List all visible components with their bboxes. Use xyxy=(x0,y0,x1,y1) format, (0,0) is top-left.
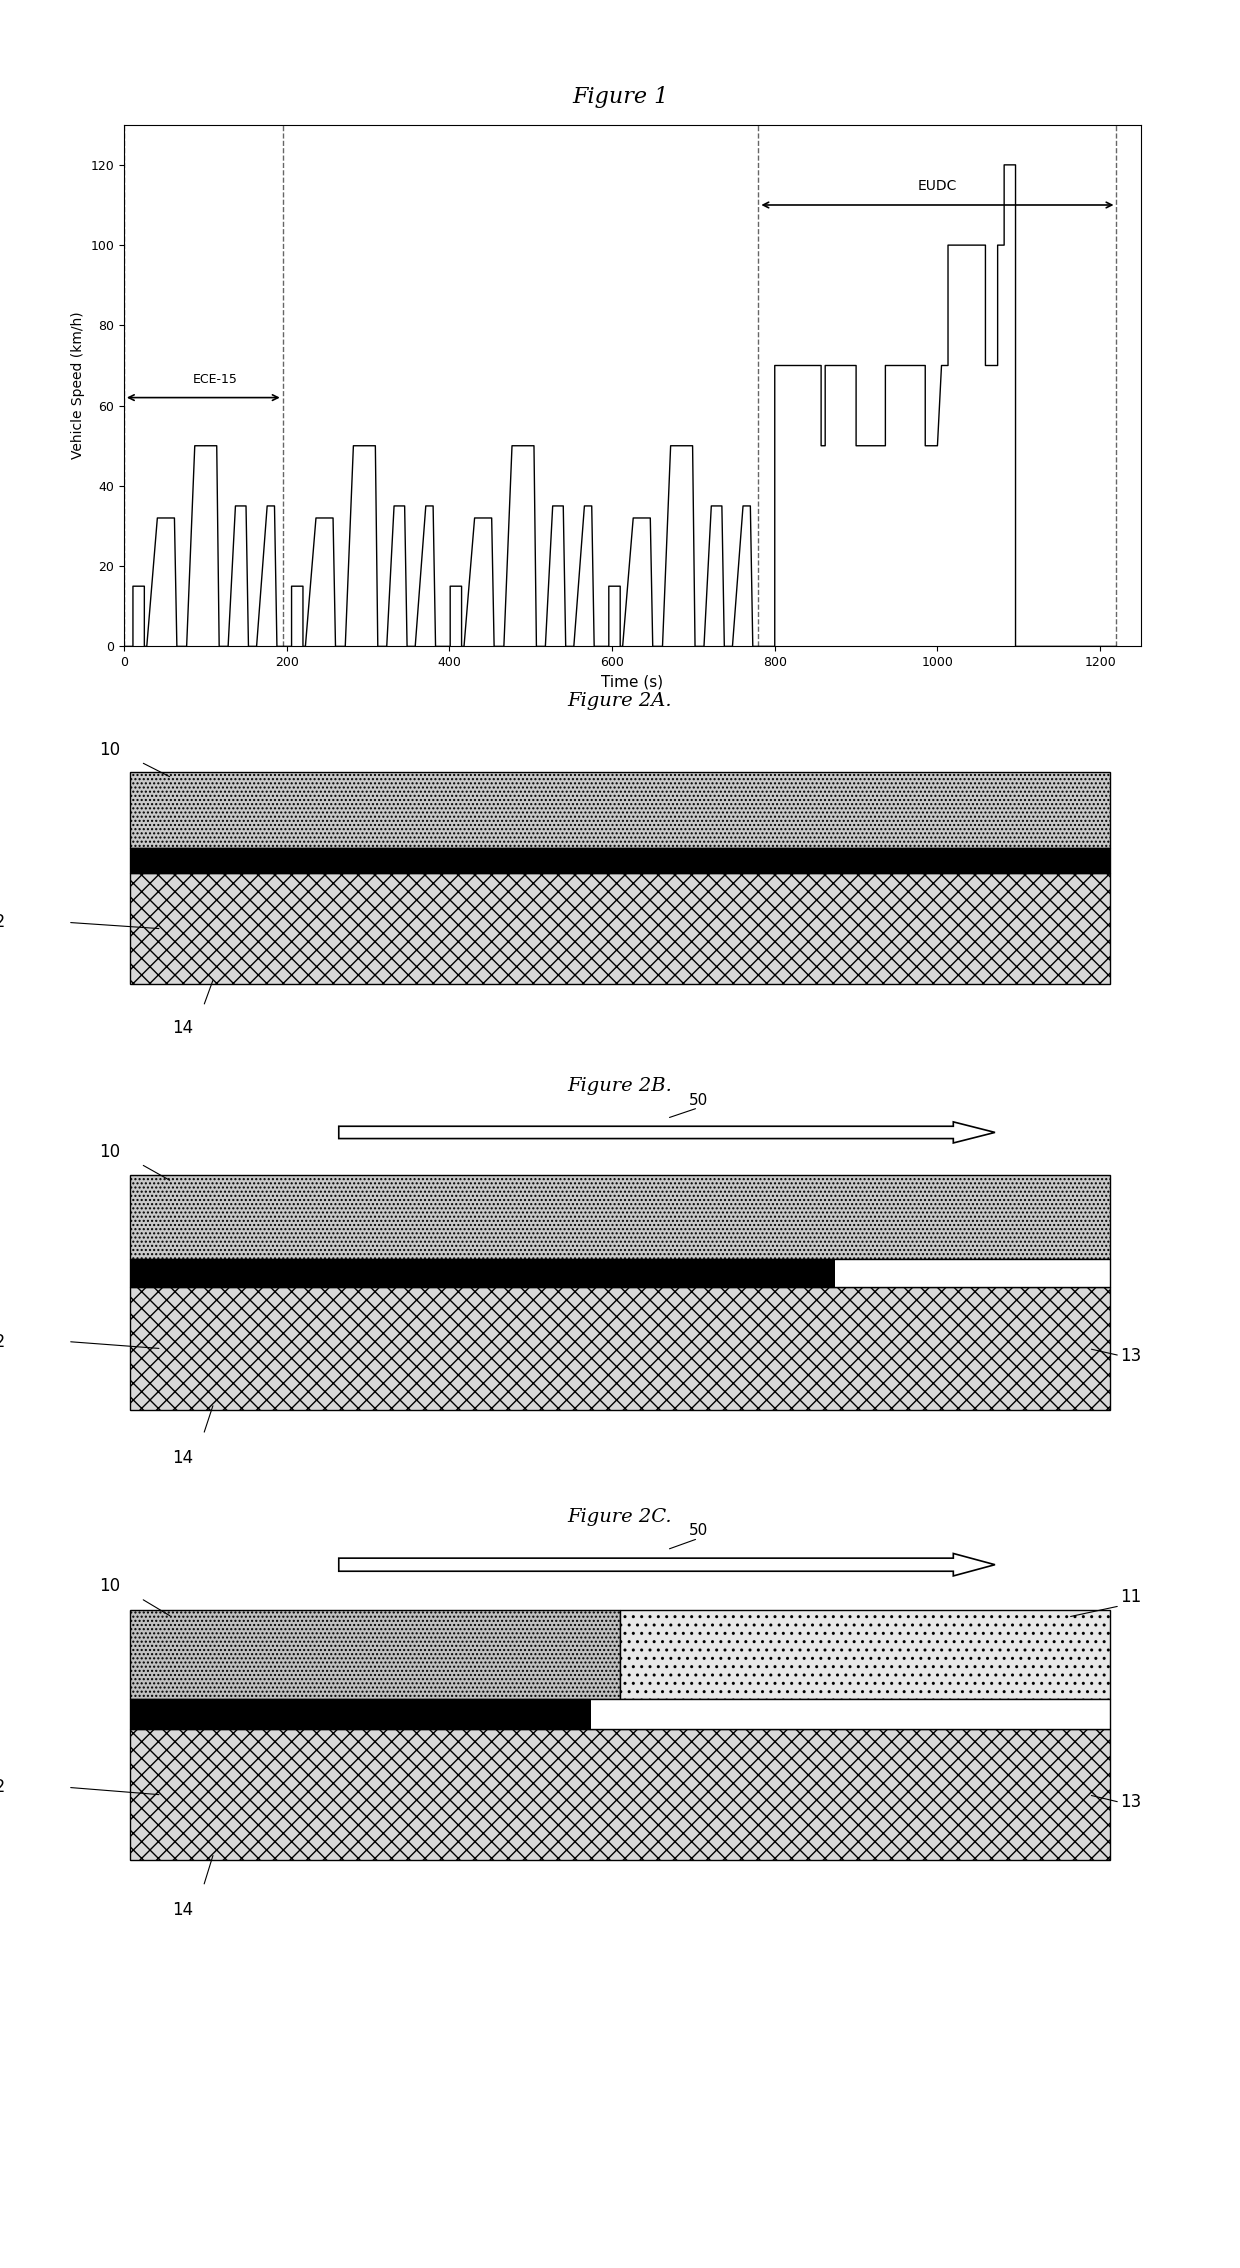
X-axis label: Time (s): Time (s) xyxy=(601,674,663,689)
Text: Figure 2A.: Figure 2A. xyxy=(568,692,672,710)
Bar xyxy=(130,848,1110,873)
Text: 10: 10 xyxy=(99,1576,120,1594)
Text: 12: 12 xyxy=(0,1778,5,1796)
Text: Figure 2B.: Figure 2B. xyxy=(568,1077,672,1095)
Bar xyxy=(130,1259,1110,1288)
Text: Figure 2C.: Figure 2C. xyxy=(568,1508,672,1526)
Text: 13: 13 xyxy=(1120,1347,1141,1365)
Bar xyxy=(130,771,1110,848)
Text: 13: 13 xyxy=(1120,1794,1141,1812)
Text: 14: 14 xyxy=(172,1901,193,1919)
Text: 14: 14 xyxy=(172,1449,193,1467)
Text: 14: 14 xyxy=(172,1018,193,1036)
Bar xyxy=(130,1175,1110,1259)
Bar xyxy=(620,1610,1110,1699)
Bar xyxy=(130,873,1110,984)
Text: 11: 11 xyxy=(1120,1588,1141,1606)
Text: EUDC: EUDC xyxy=(918,179,957,193)
Bar xyxy=(130,1288,1110,1411)
Y-axis label: Vehicle Speed (km/h): Vehicle Speed (km/h) xyxy=(71,311,84,460)
Text: 10: 10 xyxy=(99,742,120,760)
Bar xyxy=(130,1699,590,1728)
Bar xyxy=(130,1728,1110,1860)
Bar xyxy=(130,1259,836,1288)
Bar xyxy=(130,848,1110,873)
Text: ECE-15: ECE-15 xyxy=(193,372,238,386)
Bar xyxy=(590,1699,1110,1728)
FancyArrow shape xyxy=(339,1123,994,1143)
Text: 10: 10 xyxy=(99,1143,120,1161)
Text: 50: 50 xyxy=(688,1093,708,1107)
Text: Figure 1: Figure 1 xyxy=(572,86,668,109)
Text: 12: 12 xyxy=(0,1334,5,1349)
Bar xyxy=(130,1610,620,1699)
Text: 50: 50 xyxy=(688,1524,708,1538)
Bar xyxy=(130,1699,1110,1728)
Bar xyxy=(836,1259,1110,1288)
FancyArrow shape xyxy=(339,1554,994,1576)
Text: 12: 12 xyxy=(0,914,5,932)
